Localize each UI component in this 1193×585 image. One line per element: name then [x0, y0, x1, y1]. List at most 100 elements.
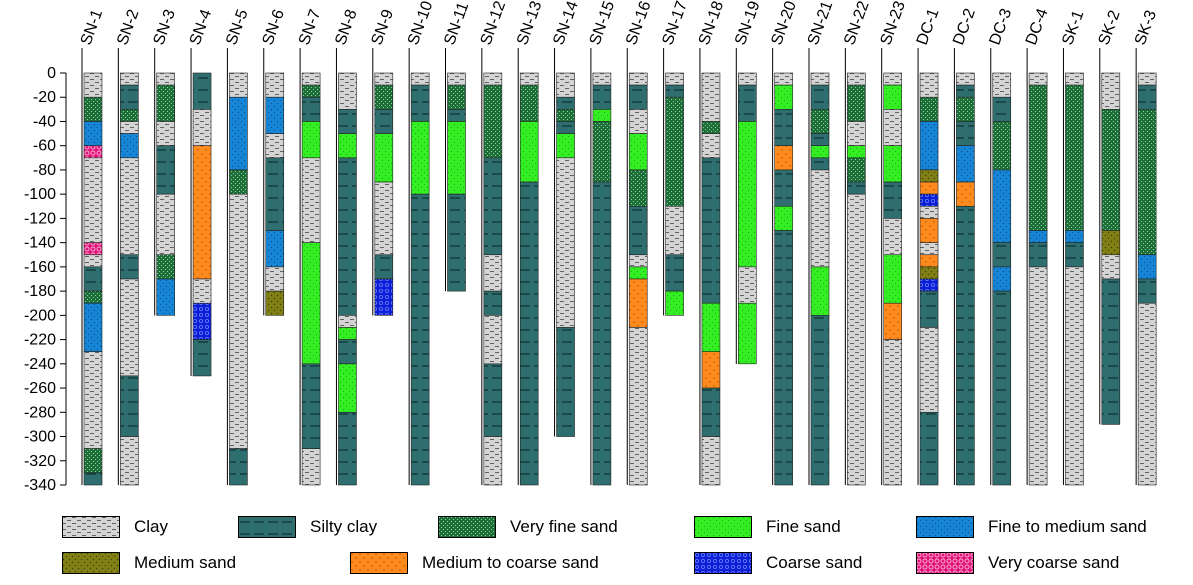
- layer-silty: [192, 72, 212, 110]
- borehole-sn-21: SN-21: [805, 0, 836, 486]
- layer-silty: [774, 169, 793, 207]
- layer-clay: [847, 121, 866, 147]
- layer-silty: [447, 109, 466, 122]
- layer-vfs: [992, 121, 1012, 171]
- layer-vfs: [847, 157, 866, 183]
- y-tick-label: -20: [33, 89, 56, 106]
- layer-clay: [628, 254, 648, 268]
- layer-silty: [120, 254, 139, 280]
- legend-item-cs: Coarse sand: [694, 552, 862, 574]
- layer-clay: [447, 72, 466, 86]
- y-tick-label: -80: [33, 162, 56, 179]
- y-tick-label: 0: [47, 65, 56, 82]
- borehole-columns: SN-1 SN-2 SN-3 SN-4 SN-5 SN-6 SN-7 SN-8 SN-9 SN-1…: [78, 0, 1160, 486]
- borehole-name-label: DC-3: [987, 6, 1016, 47]
- layer-clay: [120, 278, 139, 377]
- layer-clay: [483, 436, 503, 486]
- borehole-name-label: SN-15: [587, 0, 619, 47]
- layer-fs: [338, 133, 357, 159]
- layer-silty: [483, 290, 503, 316]
- layer-ms: [265, 290, 285, 316]
- borehole-sn-12: SN-12: [478, 0, 509, 486]
- layer-vfs: [810, 109, 830, 134]
- layer-silty: [847, 181, 866, 195]
- borehole-sk-2: SK-2: [1096, 8, 1124, 425]
- layer-clay: [810, 72, 830, 86]
- layer-fs: [883, 84, 903, 110]
- y-tick-label: -300: [24, 429, 56, 446]
- layer-silty: [338, 339, 357, 365]
- layer-clay: [301, 448, 321, 486]
- layer-silty: [83, 266, 103, 292]
- borehole-sn-14: SN-14: [550, 0, 582, 437]
- layer-fs: [701, 302, 721, 353]
- layer-clay: [410, 72, 430, 86]
- layer-clay: [120, 157, 139, 256]
- layer-clay: [701, 436, 721, 486]
- layer-clay: [338, 72, 357, 110]
- y-tick-label: -260: [24, 380, 56, 397]
- layer-mcs: [883, 302, 903, 340]
- borehole-name-label: SN-23: [877, 0, 909, 47]
- borehole-dc-3: DC-3: [987, 6, 1016, 486]
- layer-clay: [229, 72, 248, 98]
- layer-fs: [628, 133, 648, 171]
- y-tick-label: -180: [24, 283, 56, 300]
- layer-vfs: [83, 448, 103, 474]
- borehole-sn-1: SN-1: [78, 7, 106, 486]
- borehole-sn-13: SN-13: [514, 0, 546, 486]
- legend-label: Very coarse sand: [988, 553, 1120, 572]
- layer-vfs: [1065, 84, 1084, 231]
- layer-vfs: [301, 84, 321, 98]
- legend-item-clay: Clay: [62, 516, 168, 538]
- layer-vfs: [519, 84, 539, 122]
- layer-clay: [628, 109, 648, 134]
- layer-silty: [374, 109, 394, 134]
- layer-silty: [120, 375, 139, 437]
- layer-ms: [919, 169, 939, 183]
- layer-vfs: [1137, 109, 1157, 256]
- layer-mcs: [956, 181, 975, 207]
- layer-vcs: [83, 145, 103, 159]
- legend-label: Silty clay: [310, 517, 378, 536]
- layer-silty: [592, 181, 612, 486]
- layer-clay: [883, 218, 903, 256]
- y-tick-label: -160: [24, 259, 56, 276]
- legend-swatch: [62, 516, 120, 538]
- layer-silty: [1065, 242, 1084, 268]
- layer-fs: [774, 205, 793, 231]
- layer-silty: [628, 205, 648, 256]
- layer-cs: [192, 302, 212, 340]
- legend-label: Very fine sand: [510, 517, 618, 536]
- legend-item-fms: Fine to medium sand: [916, 516, 1147, 538]
- borehole-sn-11: SN-11: [441, 0, 472, 292]
- y-tick-label: -340: [24, 477, 56, 494]
- layer-silty: [883, 181, 903, 219]
- layer-clay: [1028, 72, 1048, 86]
- layer-clay: [992, 72, 1012, 98]
- borehole-name-label: DC-1: [914, 6, 943, 47]
- borehole-name-label: SK-1: [1059, 8, 1087, 47]
- layer-clay: [847, 72, 866, 86]
- layer-silty: [556, 121, 575, 134]
- layer-clay: [774, 72, 793, 86]
- layer-silty: [338, 157, 357, 316]
- legend-swatch: [694, 552, 752, 574]
- layer-silty: [519, 181, 539, 486]
- legend-item-ms: Medium sand: [62, 552, 236, 574]
- layer-clay: [483, 254, 503, 292]
- layer-clay: [1028, 266, 1048, 486]
- layer-silty: [701, 157, 721, 304]
- layer-fs: [737, 121, 757, 268]
- layer-clay: [374, 72, 394, 86]
- layer-vfs: [592, 121, 612, 183]
- layer-fms: [1028, 230, 1048, 243]
- layer-silty: [556, 327, 575, 437]
- borehole-name-label: SN-9: [369, 7, 397, 47]
- legend-label: Medium sand: [134, 553, 237, 572]
- layer-vfs: [120, 109, 139, 122]
- layer-silty: [737, 84, 757, 122]
- layer-vfs: [156, 84, 175, 122]
- layer-fms: [956, 145, 975, 183]
- borehole-name-label: DC-2: [950, 6, 979, 47]
